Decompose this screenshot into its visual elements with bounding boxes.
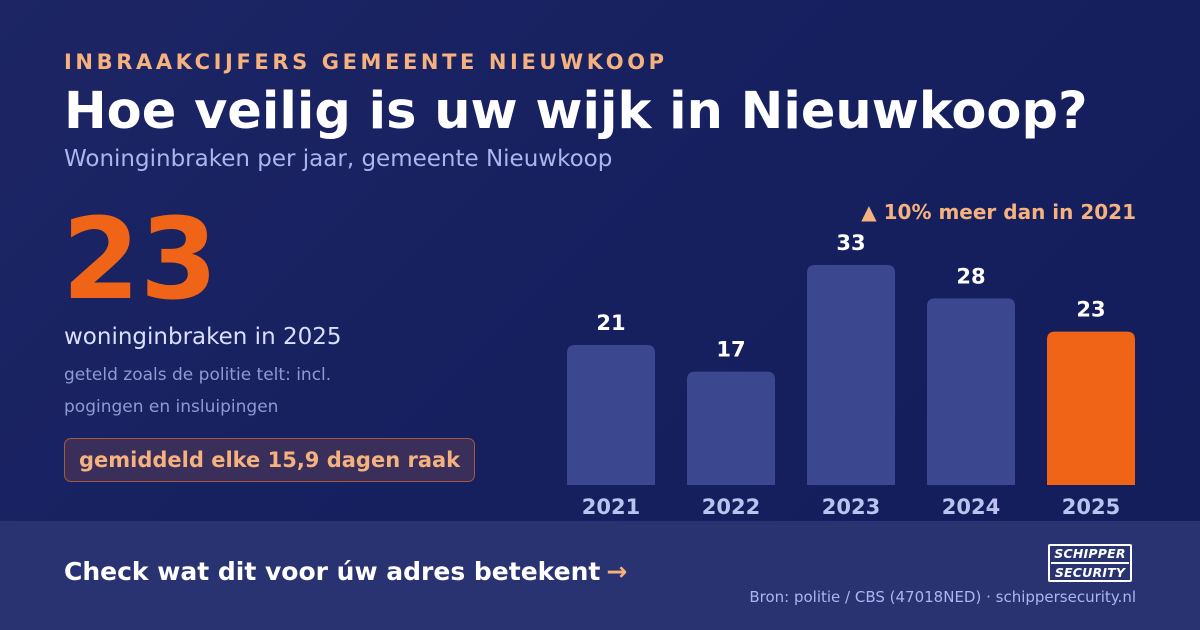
- highlight-label: woninginbraken in 2025: [64, 324, 342, 350]
- bar-2024: [927, 298, 1015, 485]
- bar-2021: [567, 345, 655, 485]
- arrow-right-icon: →: [606, 557, 628, 586]
- category-label-2024: 2024: [942, 495, 1000, 519]
- bar-2023: [807, 265, 895, 485]
- bar-2025: [1047, 331, 1135, 485]
- frequency-badge: gemiddeld elke 15,9 dagen raak: [64, 438, 476, 482]
- bar-2022: [687, 371, 775, 485]
- schipper-security-logo: SCHIPPER SECURITY: [1048, 544, 1132, 582]
- cta-text: Check wat dit voor úw adres betekent: [64, 557, 601, 586]
- category-label-2022: 2022: [702, 495, 760, 519]
- category-label-2023: 2023: [822, 495, 880, 519]
- logo-text-line-1: SCHIPPER: [1054, 546, 1126, 562]
- chart-annotation: ▲ 10% meer dan in 2021: [861, 200, 1136, 224]
- eyebrow-label: INBRAAKCIJFERS GEMEENTE NIEUWKOOP: [64, 50, 668, 74]
- footer-bar: [0, 521, 1200, 630]
- cta-link[interactable]: Check wat dit voor úw adres betekent →: [64, 557, 627, 586]
- burglary-bar-chart: ▲ 10% meer dan in 2021 21 2021 17 2022 33 202…: [567, 200, 1136, 519]
- highlight-note-line-1: geteld zoals de politie telt: incl.: [64, 365, 332, 385]
- value-label-2023: 33: [836, 231, 865, 255]
- page-title: Hoe veilig is uw wijk in Nieuwkoop?: [64, 82, 1088, 141]
- page-subtitle: Woninginbraken per jaar, gemeente Nieuwk…: [64, 146, 613, 172]
- category-label-2025: 2025: [1062, 495, 1120, 519]
- source-credit: Bron: politie / CBS (47018NED) · schippe…: [749, 588, 1136, 606]
- highlight-number: 23: [62, 195, 218, 325]
- logo-text-line-2: SECURITY: [1054, 564, 1126, 580]
- logo-divider: [1051, 562, 1129, 564]
- value-label-2021: 21: [596, 311, 625, 335]
- highlight-note-line-2: pogingen en insluipingen: [64, 397, 279, 417]
- value-label-2022: 17: [716, 338, 745, 362]
- value-label-2025: 23: [1076, 298, 1105, 322]
- value-label-2024: 28: [956, 264, 985, 288]
- category-label-2021: 2021: [582, 495, 640, 519]
